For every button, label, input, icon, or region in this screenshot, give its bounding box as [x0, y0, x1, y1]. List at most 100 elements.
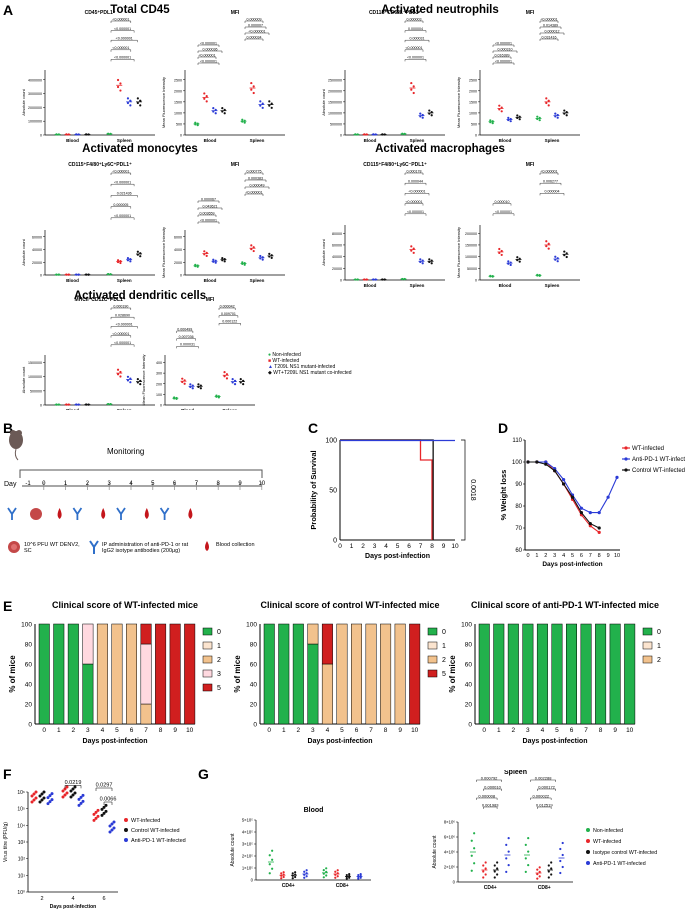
data-point	[242, 379, 245, 382]
data-point	[73, 785, 77, 789]
legend-label: Non-infected	[272, 352, 301, 358]
data-point	[77, 403, 80, 406]
data-point	[280, 872, 283, 875]
p-value: 0.043621	[203, 204, 218, 208]
data-point	[489, 121, 492, 124]
data-point	[116, 260, 120, 264]
y-axis-label: Absolute count	[21, 238, 26, 265]
y-tick-label: 0	[475, 279, 477, 283]
data-point	[547, 876, 550, 879]
data-point	[69, 795, 73, 799]
data-point	[357, 875, 360, 878]
p-value: <0.000001	[495, 59, 512, 63]
y-tick-label: 10⁰	[17, 890, 25, 896]
panel-letter-g: G	[198, 766, 209, 782]
legend-label: T209L NS1 mutant-infected	[274, 364, 336, 370]
legend-label: 3	[217, 671, 221, 678]
data-point	[42, 790, 46, 794]
stacked-bar-segment	[140, 643, 152, 705]
data-point	[482, 870, 485, 873]
legend-swatch	[202, 683, 213, 692]
data-point	[271, 849, 274, 852]
group-label: Spleen	[250, 138, 265, 143]
data-point	[507, 837, 510, 840]
group-label: Spleen	[250, 278, 265, 283]
data-point	[550, 867, 553, 870]
data-point	[65, 791, 69, 795]
y-axis-label: Absolute count	[21, 88, 26, 115]
data-point	[67, 273, 70, 276]
data-point	[107, 132, 110, 136]
data-point	[556, 113, 559, 117]
legend-label: Anti-PD-1 WT-infected	[131, 838, 186, 844]
stacked-bar-segment	[566, 623, 577, 725]
stacked-bar-segment	[292, 623, 304, 725]
y-tick-label: 3×10⁵	[242, 842, 253, 847]
data-point	[527, 850, 530, 853]
y-tick-label: 10⁴	[17, 823, 25, 829]
data-point	[259, 100, 262, 103]
p-value: 0.003659	[200, 211, 215, 215]
data-point	[65, 403, 68, 406]
data-point	[77, 803, 81, 807]
y-tick-label: 4000	[174, 248, 182, 252]
p-value: 0.021436	[117, 192, 132, 196]
data-point	[516, 114, 519, 117]
stacked-bar-segment	[522, 623, 534, 725]
legend-virus-icon	[8, 541, 20, 553]
legend-label: 5	[217, 685, 221, 692]
data-point	[183, 379, 186, 382]
p-value: <0.000001	[540, 17, 557, 21]
p-value: 0.000310	[498, 47, 513, 51]
y-tick-label: 8×10⁶	[444, 820, 455, 825]
x-tick-label: 7	[589, 553, 592, 559]
legend-label: 2	[217, 657, 221, 664]
y-tick-label: 100	[156, 393, 162, 397]
p-value: 0.000178	[407, 169, 422, 173]
data-point	[212, 107, 215, 110]
x-axis-label: Days post-infection	[50, 904, 96, 910]
data-point	[507, 118, 510, 122]
y-axis-label: Mean Fluorescence Intensity	[456, 227, 461, 278]
legend-swatch	[427, 669, 438, 678]
y-tick-label: 50000	[467, 267, 477, 271]
data-point	[119, 89, 122, 92]
data-point	[561, 865, 564, 869]
data-point	[482, 876, 485, 879]
data-point	[214, 259, 217, 262]
data-point	[32, 792, 36, 796]
data-point	[61, 789, 65, 793]
day-tick-label: 1	[64, 481, 68, 487]
x-tick-label: 0	[482, 727, 486, 734]
data-point	[428, 112, 431, 115]
p-value: <0.000001	[495, 41, 512, 45]
plot-dc-mfi: MFI 400 300 200 100 0 Mean Fluorescence Intens…	[141, 297, 255, 410]
data-point	[507, 850, 510, 853]
data-point	[606, 495, 610, 499]
data-point	[221, 107, 224, 110]
data-point	[250, 248, 253, 251]
legend-label: 1	[217, 643, 221, 650]
x-tick-label: 4	[541, 727, 545, 734]
data-point	[119, 261, 122, 265]
y-tick-label: 40	[25, 682, 33, 689]
data-point	[553, 469, 557, 473]
data-point	[473, 832, 476, 835]
data-point	[428, 260, 431, 264]
data-point	[500, 110, 503, 113]
data-point	[383, 133, 386, 136]
data-point	[57, 273, 60, 276]
day-label: Day	[4, 481, 17, 488]
data-point	[129, 260, 132, 263]
data-point	[559, 859, 562, 863]
data-point	[322, 872, 325, 875]
data-point	[291, 872, 294, 875]
data-point	[183, 382, 186, 385]
y-tick-label: 1500	[469, 100, 477, 104]
y-tick-label: 20000	[32, 261, 42, 265]
legend-blood-drop-icon	[205, 541, 209, 551]
y-tick-label: 500000	[30, 389, 42, 393]
p-value: 0.000008	[478, 793, 495, 798]
stacked-bar-segment	[140, 703, 152, 725]
p-value: <0.000001	[408, 190, 425, 194]
